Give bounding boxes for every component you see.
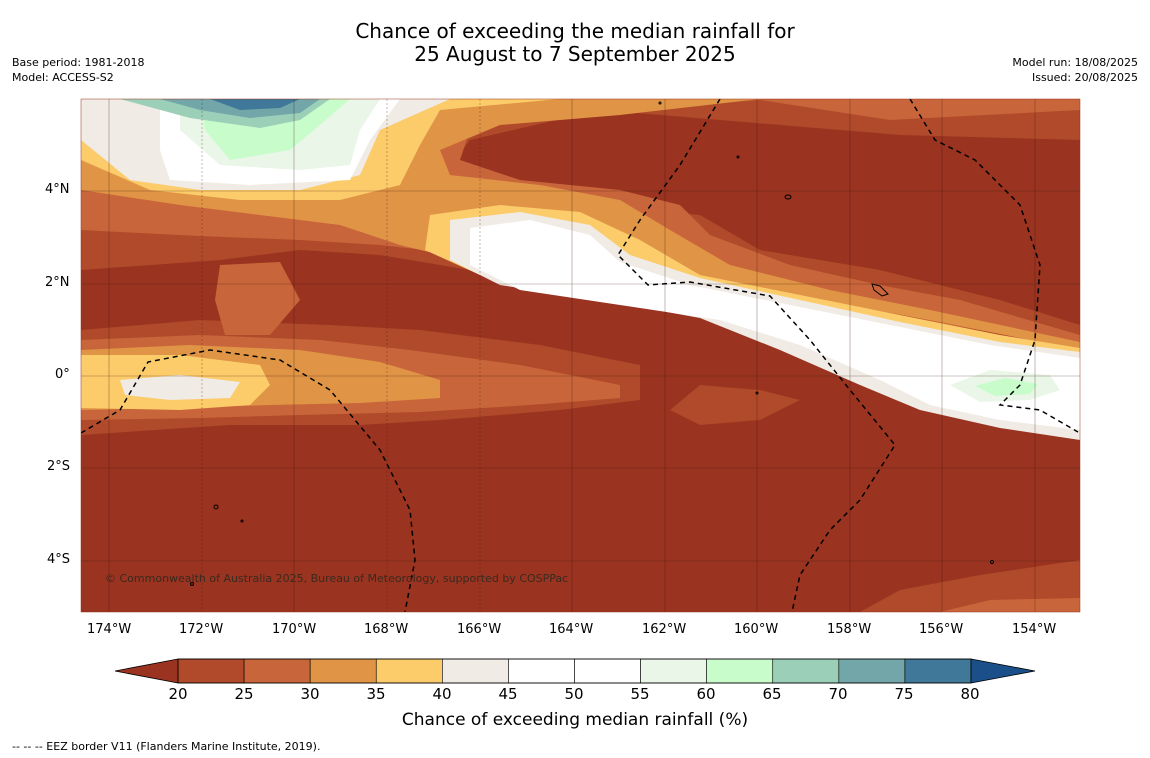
rainfall-field bbox=[81, 99, 1080, 612]
lon-label: 170°W bbox=[272, 622, 317, 637]
colorbar-segment bbox=[838, 658, 906, 684]
issue-date: Issued: 20/08/2025 bbox=[1031, 71, 1138, 84]
colorbar-tick: 25 bbox=[234, 685, 254, 703]
colorbar-segment bbox=[243, 658, 311, 684]
contour-25-southeast bbox=[860, 560, 1080, 612]
colorbar-tick: 35 bbox=[366, 685, 386, 703]
colorbar-segment bbox=[442, 658, 509, 684]
lon-label: 168°W bbox=[364, 622, 409, 637]
colorbar-tick: 20 bbox=[168, 685, 188, 703]
colorbar-tick: 55 bbox=[630, 685, 650, 703]
colorbar-tick: 75 bbox=[894, 685, 914, 703]
colorbar-tick: 70 bbox=[828, 685, 848, 703]
islands bbox=[190, 101, 994, 586]
lon-label: 158°W bbox=[827, 622, 872, 637]
colorbar-tick: 80 bbox=[960, 685, 980, 703]
lon-label: 156°W bbox=[919, 622, 964, 637]
colorbar-segment bbox=[508, 658, 575, 684]
colorbar-tick: 50 bbox=[564, 685, 584, 703]
contour-65-east bbox=[975, 378, 1038, 396]
lon-label: 174°W bbox=[87, 622, 132, 637]
colorbar-segment bbox=[375, 658, 443, 684]
lon-label: 172°W bbox=[179, 622, 224, 637]
contour-80-north bbox=[210, 99, 300, 110]
lat-label: 2°S bbox=[47, 459, 71, 474]
map-title-line1: Chance of exceeding the median rainfall … bbox=[355, 19, 795, 43]
lon-label: 160°W bbox=[734, 622, 779, 637]
lon-label: 162°W bbox=[642, 622, 687, 637]
lat-label: 0° bbox=[55, 367, 70, 382]
base-period: Base period: 1981-2018 bbox=[12, 56, 145, 69]
copyright-notice: © Commonwealth of Australia 2025, Bureau… bbox=[105, 572, 569, 585]
colorbar bbox=[114, 658, 1036, 684]
right-meta: Model run: 18/08/2025 Issued: 20/08/2025 bbox=[1012, 55, 1138, 85]
colorbar-segment bbox=[177, 658, 245, 684]
contour-25-south-mid bbox=[670, 385, 800, 425]
contour-30-mid bbox=[215, 262, 300, 335]
graticule bbox=[81, 99, 1080, 612]
lon-label: 166°W bbox=[457, 622, 502, 637]
lat-label: 2°N bbox=[45, 275, 70, 290]
colorbar-tick: 65 bbox=[762, 685, 782, 703]
colorbar-tick: 30 bbox=[300, 685, 320, 703]
colorbar-segment bbox=[772, 658, 840, 684]
lat-label: 4°S bbox=[47, 552, 71, 567]
colorbar-segment bbox=[904, 658, 972, 684]
colorbar-segment bbox=[309, 658, 377, 684]
colorbar-segment bbox=[574, 658, 641, 684]
map-title-line2: 25 August to 7 September 2025 bbox=[414, 42, 736, 66]
left-meta: Base period: 1981-2018 Model: ACCESS-S2 bbox=[12, 55, 144, 85]
colorbar-tick: 45 bbox=[498, 685, 518, 703]
lat-label: 4°N bbox=[45, 182, 70, 197]
eez-legend-footer: -- -- -- EEZ border V11 (Flanders Marine… bbox=[12, 740, 321, 753]
model-run: Model run: 18/08/2025 bbox=[1012, 56, 1138, 69]
lon-label: 164°W bbox=[549, 622, 594, 637]
lon-label: 154°W bbox=[1012, 622, 1057, 637]
colorbar-title: Chance of exceeding median rainfall (%) bbox=[401, 710, 749, 730]
contour-30-southeast bbox=[940, 598, 1080, 612]
contour-45-equator bbox=[120, 375, 240, 400]
model-name: Model: ACCESS-S2 bbox=[12, 71, 114, 84]
colorbar-tick: 40 bbox=[432, 685, 452, 703]
eez-borders bbox=[81, 99, 1079, 612]
colorbar-tick: 60 bbox=[696, 685, 716, 703]
colorbar-segment bbox=[640, 658, 707, 684]
colorbar-segment bbox=[706, 658, 774, 684]
